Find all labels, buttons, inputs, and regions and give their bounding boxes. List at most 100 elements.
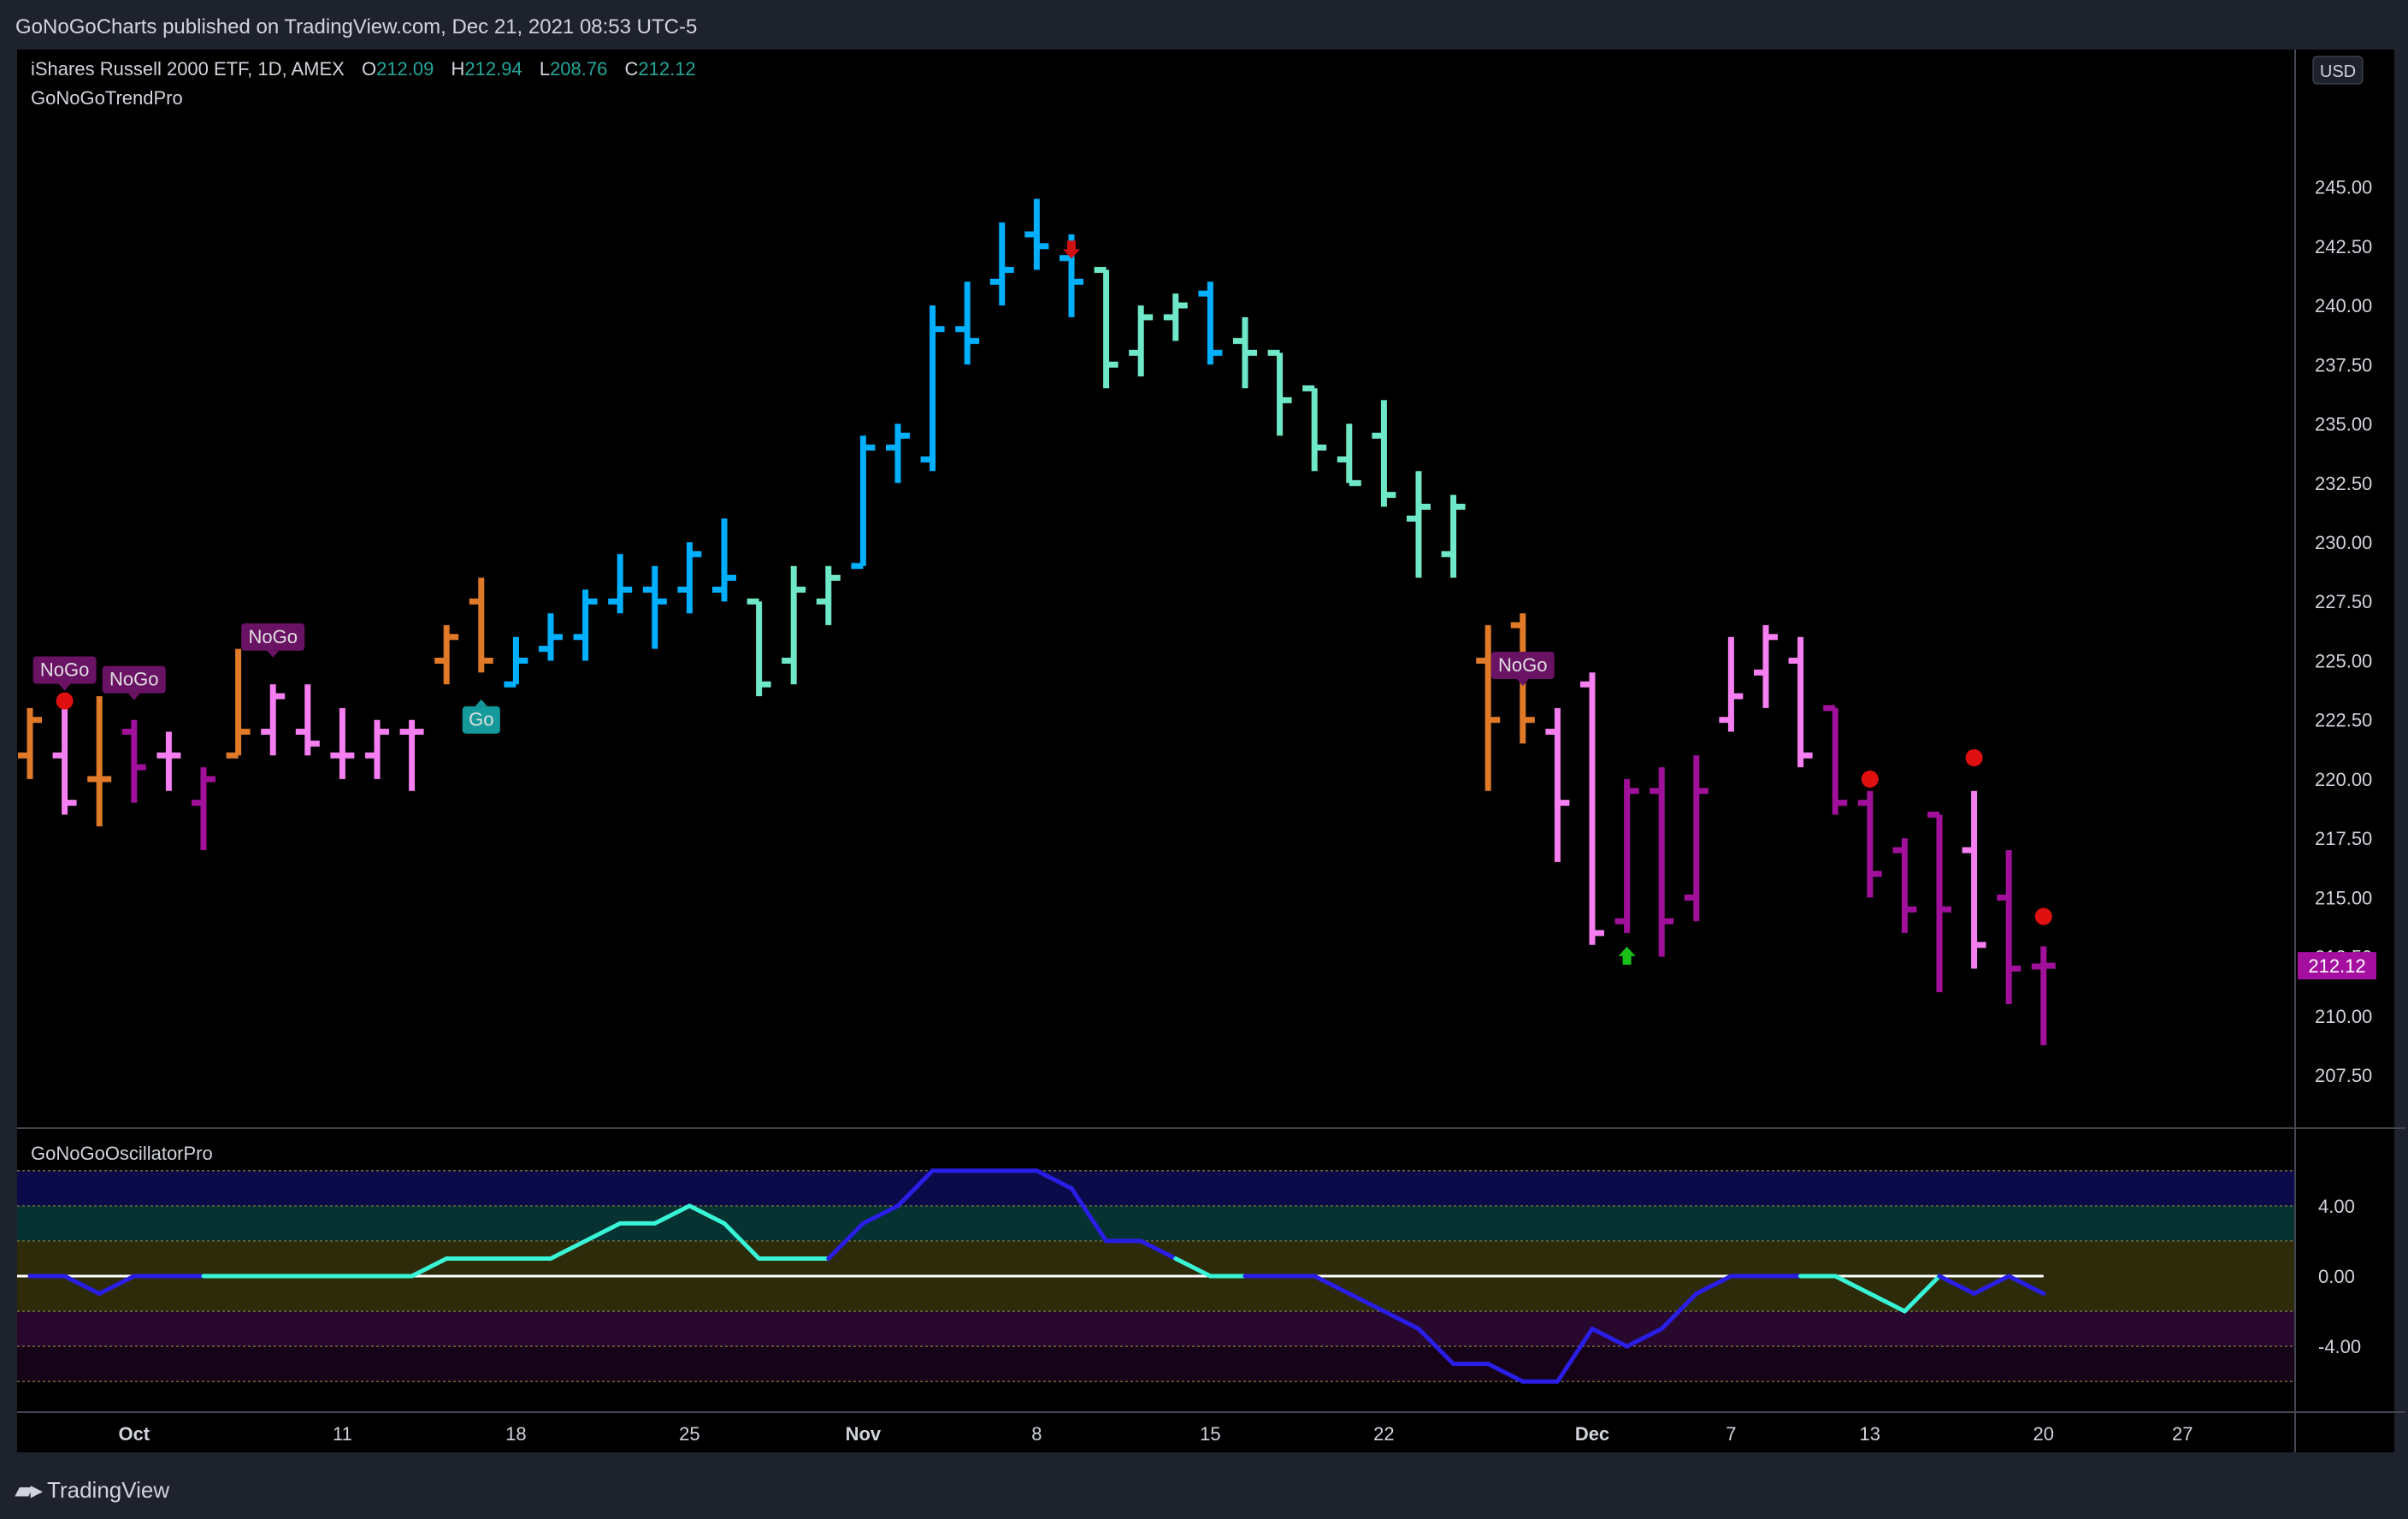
published-header: GoNoGoCharts published on TradingView.co… xyxy=(15,15,698,38)
nogo-label: NoGo xyxy=(109,669,158,690)
time-tick-label: 11 xyxy=(333,1423,352,1445)
osc-line-segment xyxy=(1833,1274,1873,1297)
last-price-tag xyxy=(2298,952,2376,980)
countertrend-dot xyxy=(56,692,74,710)
price-axis xyxy=(2296,50,2394,1452)
nogo-label-box xyxy=(102,665,166,694)
osc-line-segment xyxy=(1069,1185,1109,1244)
osc-line-segment xyxy=(1937,1274,1977,1297)
price-tick-label: 207.50 xyxy=(2315,1065,2372,1086)
price-tick-label: 210.00 xyxy=(2315,1006,2372,1027)
osc-line-segment xyxy=(583,1221,623,1244)
time-tick-label: 25 xyxy=(679,1423,699,1445)
price-tick-label: 240.00 xyxy=(2315,295,2372,316)
time-axis xyxy=(17,1413,2294,1452)
osc-line-segment xyxy=(1972,1274,2011,1297)
osc-line-segment xyxy=(722,1221,762,1261)
time-tick-label: 22 xyxy=(1373,1423,1394,1445)
down-arrow-icon xyxy=(1063,240,1080,259)
label-pointer xyxy=(1516,679,1529,686)
osc-line-segment xyxy=(1173,1256,1213,1279)
osc-line-segment xyxy=(687,1203,727,1226)
go-label-box xyxy=(462,706,500,734)
footer-brand: TradingView xyxy=(47,1476,170,1503)
price-tick-label: 242.50 xyxy=(2315,236,2372,257)
osc-line-segment xyxy=(1347,1291,1386,1314)
osc-tick-label: 0.00 xyxy=(2318,1266,2355,1287)
go-label: Go xyxy=(469,709,493,730)
price-tick-label: 237.50 xyxy=(2315,354,2372,375)
countertrend-dot xyxy=(1861,770,1879,788)
osc-line-segment xyxy=(2006,1274,2046,1297)
time-tick-label: 27 xyxy=(2172,1423,2193,1445)
price-tick-label: 217.50 xyxy=(2315,828,2372,849)
label-pointer xyxy=(267,650,280,658)
price-pane xyxy=(17,50,2294,1127)
osc-line-segment xyxy=(1485,1362,1526,1384)
osc-line-segment xyxy=(1034,1168,1074,1191)
osc-line-segment xyxy=(62,1274,102,1297)
osc-line-segment xyxy=(1694,1274,1733,1297)
price-legend: iShares Russell 2000 ETF, 1D, AMEX O 212.… xyxy=(31,58,696,80)
time-tick-label: 15 xyxy=(1200,1423,1220,1445)
price-tick-label: 225.00 xyxy=(2315,650,2372,671)
high-value: 212.94 xyxy=(464,58,522,80)
low-label: L xyxy=(539,58,551,80)
osc-line-segment xyxy=(1416,1327,1456,1367)
price-tick-label: 220.00 xyxy=(2315,769,2372,790)
osc-line-segment xyxy=(1590,1327,1630,1349)
osc-line-segment xyxy=(1381,1309,1421,1332)
osc-line-segment xyxy=(548,1238,588,1261)
time-tick-label: 13 xyxy=(1860,1423,1880,1445)
time-tick-label: 18 xyxy=(505,1423,526,1445)
time-tick-label: 8 xyxy=(1031,1423,1042,1445)
osc-line-segment xyxy=(97,1274,137,1297)
osc-strong-nogo-zone xyxy=(17,1346,2294,1382)
osc-line-segment xyxy=(895,1168,935,1209)
price-tick-label: 215.00 xyxy=(2315,887,2372,908)
time-tick-label: 7 xyxy=(1726,1423,1736,1445)
price-tick-label: 232.50 xyxy=(2315,473,2372,494)
nogo-label-box xyxy=(1490,652,1555,679)
osc-line-segment xyxy=(860,1203,900,1226)
nogo-label: NoGo xyxy=(40,659,89,681)
osc-line-segment xyxy=(1312,1274,1352,1297)
symbol-title: iShares Russell 2000 ETF, 1D, AMEX xyxy=(31,58,345,80)
osc-line-segment xyxy=(1868,1291,1907,1314)
label-pointer xyxy=(475,699,487,706)
tradingview-logo-icon: ▰▸ xyxy=(15,1476,42,1503)
time-tick-label: Dec xyxy=(1575,1423,1609,1445)
price-tick-label: 235.00 xyxy=(2315,414,2372,435)
price-tick-label: 222.50 xyxy=(2315,710,2372,731)
close-label: C xyxy=(624,58,639,80)
countertrend-dot xyxy=(1965,749,1983,766)
osc-line-segment xyxy=(1902,1274,1942,1314)
trend-indicator-label: GoNoGoTrendPro xyxy=(31,87,183,109)
time-tick-label: Oct xyxy=(118,1423,150,1445)
price-tick-label: 227.50 xyxy=(2315,591,2372,612)
osc-nogo-zone xyxy=(17,1311,2294,1347)
footer: ▰▸ TradingView xyxy=(15,1473,169,1507)
osc-line-segment xyxy=(1659,1291,1699,1332)
nogo-label: NoGo xyxy=(1498,654,1547,676)
osc-line-segment xyxy=(1555,1327,1595,1384)
osc-tick-label: -4.00 xyxy=(2318,1336,2361,1357)
low-value: 208.76 xyxy=(550,58,608,80)
nogo-label-box xyxy=(241,623,305,651)
osc-tick-label: 4.00 xyxy=(2318,1196,2355,1217)
open-label: O xyxy=(361,58,377,80)
nogo-label-box xyxy=(32,656,97,684)
osc-line-segment xyxy=(1138,1238,1178,1261)
osc-line-segment xyxy=(1625,1327,1664,1349)
nogo-label: NoGo xyxy=(248,626,297,647)
countertrend-dot xyxy=(2034,907,2052,925)
osc-strong-go-zone xyxy=(17,1170,2294,1206)
up-arrow-icon xyxy=(1618,946,1636,965)
osc-go-zone xyxy=(17,1205,2294,1241)
osc-line-segment xyxy=(826,1221,865,1261)
price-tick-label: 230.00 xyxy=(2315,532,2372,553)
osc-line-segment xyxy=(410,1256,449,1279)
price-tick-label: 245.00 xyxy=(2315,177,2372,198)
